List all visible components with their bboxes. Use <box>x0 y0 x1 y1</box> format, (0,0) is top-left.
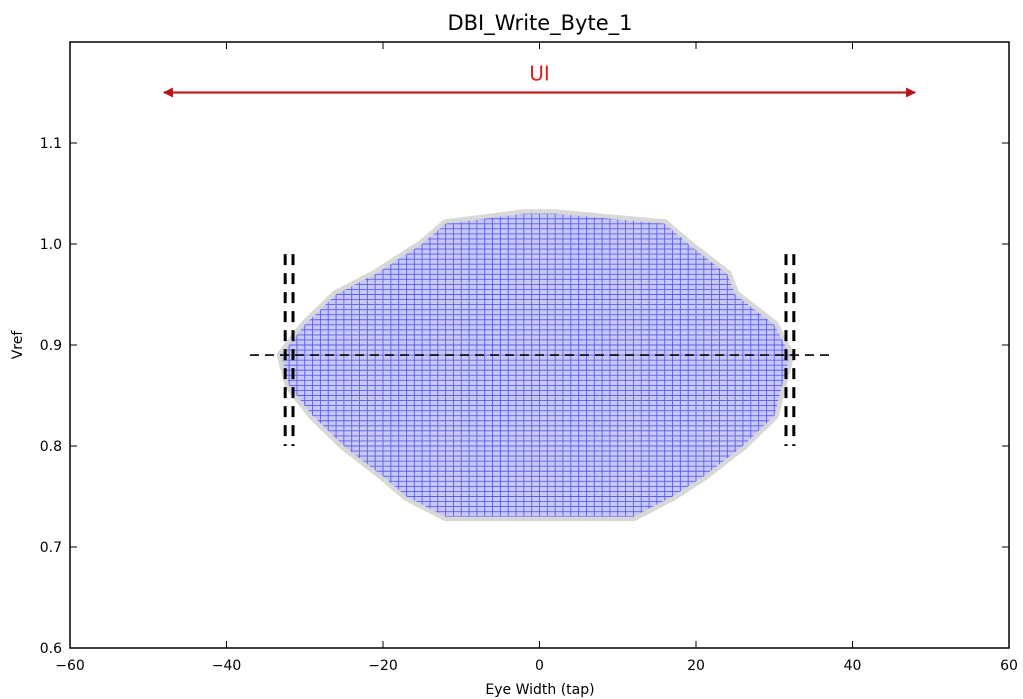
y-tick-label: 0.9 <box>40 338 62 354</box>
x-tick-label: 20 <box>687 658 705 674</box>
overlay-layer: UI <box>162 62 917 446</box>
x-tick-label: −60 <box>55 658 85 674</box>
y-axis: 0.6 0.7 0.8 0.9 1.0 1.1 <box>40 136 1009 657</box>
y-tick-label: 0.6 <box>40 641 62 657</box>
ui-label: UI <box>529 62 550 86</box>
x-axis-label: Eye Width (tap) <box>485 682 594 698</box>
x-tick-label: 60 <box>1000 658 1018 674</box>
chart-title: DBI_Write_Byte_1 <box>447 11 632 36</box>
x-tick-label: 0 <box>535 658 544 674</box>
eye-grid <box>281 213 790 517</box>
y-tick-label: 0.8 <box>40 439 62 455</box>
y-tick-label: 1.0 <box>40 237 62 253</box>
x-tick-label: 40 <box>844 658 862 674</box>
x-tick-label: −20 <box>368 658 398 674</box>
eye-region <box>276 209 795 522</box>
x-axis: −60 −40 −20 0 20 40 60 <box>55 42 1018 674</box>
y-axis-label: Vref <box>10 330 26 360</box>
y-tick-label: 0.7 <box>40 540 62 556</box>
x-tick-label: −40 <box>212 658 242 674</box>
y-tick-label: 1.1 <box>40 136 62 152</box>
